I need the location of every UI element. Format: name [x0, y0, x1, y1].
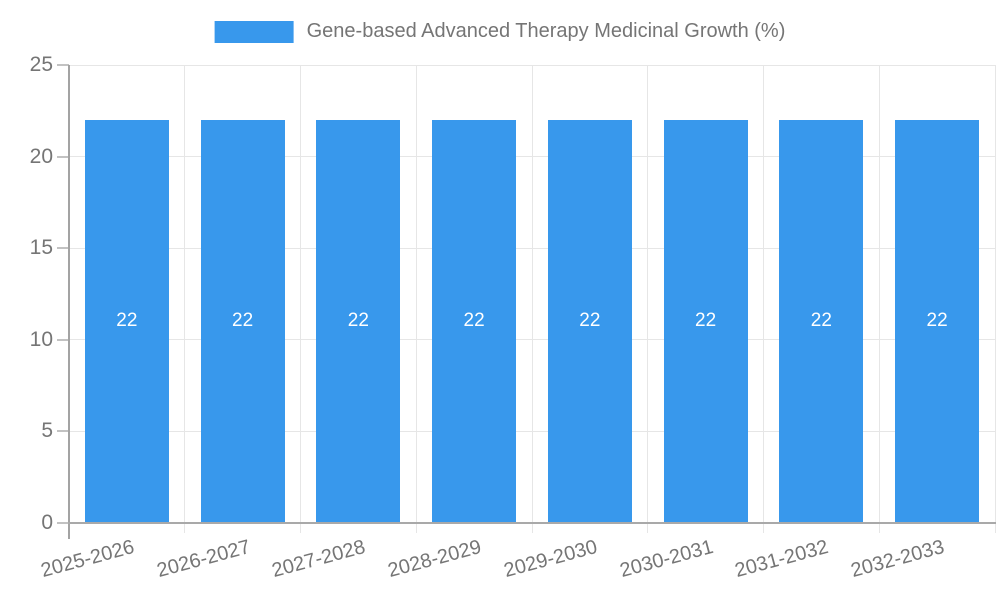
bar-value-label: 22	[695, 310, 717, 332]
gridline-vertical	[994, 65, 996, 533]
y-axis-tick-label: 15	[29, 236, 53, 260]
bar[interactable]: 22	[663, 119, 748, 523]
gridline-vertical	[184, 65, 186, 533]
gridline-vertical	[415, 65, 417, 533]
y-axis-tick-label: 25	[29, 53, 53, 76]
y-tick-mark	[57, 155, 69, 158]
bar-value-label: 22	[463, 310, 485, 332]
bar-value-label: 22	[232, 310, 254, 332]
gridline-vertical	[763, 65, 764, 533]
y-tick-mark	[57, 338, 69, 341]
y-axis-tick-label: 10	[29, 327, 53, 351]
gridline-vertical	[300, 65, 301, 533]
bar[interactable]: 22	[895, 119, 980, 523]
bar-value-label: 22	[810, 310, 832, 332]
y-axis-line	[68, 65, 70, 539]
x-axis-baseline	[68, 522, 996, 524]
y-tick-mark	[57, 522, 69, 524]
gridline-vertical	[531, 65, 533, 533]
bar-value-label: 22	[116, 310, 138, 332]
y-axis-tick-label: 0	[41, 511, 53, 534]
bar-value-label: 22	[579, 310, 601, 332]
y-axis-tick-label: 20	[29, 144, 53, 168]
bar[interactable]: 22	[316, 119, 401, 523]
bar-value-label: 22	[926, 310, 948, 332]
y-tick-mark	[57, 64, 69, 66]
legend-swatch	[214, 20, 294, 43]
legend-label: Gene-based Advanced Therapy Medicinal Gr…	[306, 20, 786, 42]
bar[interactable]: 22	[84, 119, 169, 523]
gridline-vertical	[878, 65, 880, 533]
bar[interactable]: 22	[200, 119, 285, 523]
legend: Gene-based Advanced Therapy Medicinal Gr…	[214, 20, 786, 43]
bar[interactable]: 22	[547, 119, 632, 523]
bar[interactable]: 22	[779, 119, 864, 523]
y-tick-mark	[57, 247, 69, 250]
bar-value-label: 22	[347, 310, 369, 332]
bar[interactable]: 22	[432, 119, 517, 523]
gridline-vertical	[647, 65, 649, 533]
y-tick-mark	[57, 430, 69, 433]
y-axis-tick-label: 5	[41, 419, 53, 443]
